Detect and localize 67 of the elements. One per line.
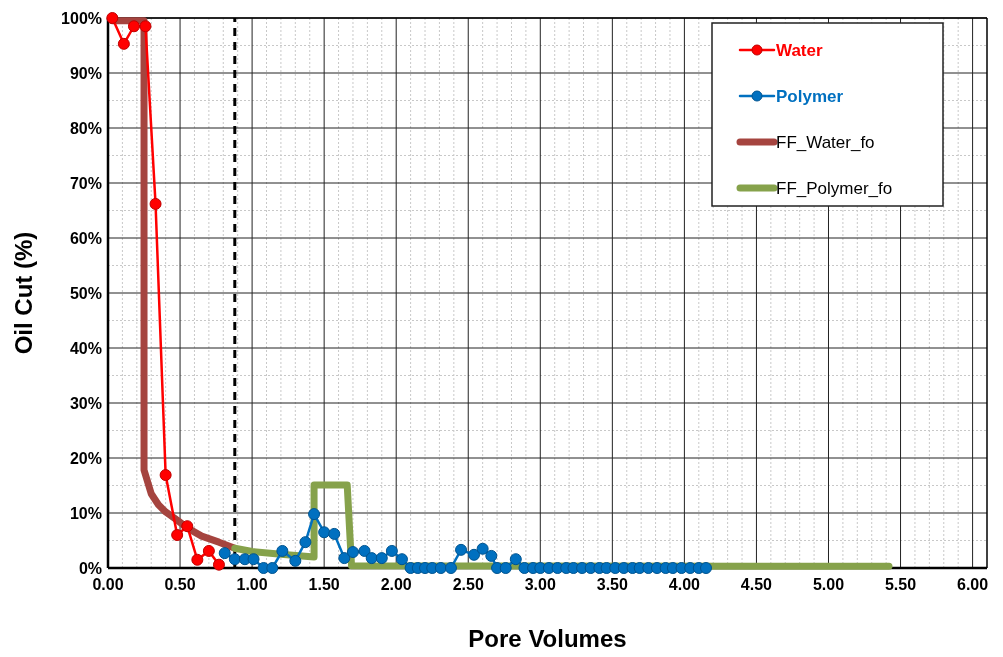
y-tick-label: 20% bbox=[69, 450, 102, 467]
point bbox=[365, 552, 378, 565]
point bbox=[247, 553, 260, 566]
x-tick-label: 2.00 bbox=[380, 576, 412, 593]
point bbox=[434, 562, 447, 574]
point bbox=[308, 508, 321, 521]
point bbox=[171, 529, 184, 541]
x-axis-title: Pore Volumes bbox=[468, 625, 627, 652]
y-axis-title: Oil Cut (%) bbox=[10, 231, 37, 355]
point bbox=[468, 548, 481, 561]
point bbox=[218, 547, 231, 560]
point bbox=[181, 520, 194, 533]
y-tick-label: 100% bbox=[61, 10, 102, 27]
legend-label: FF_Polymer_fo bbox=[776, 179, 893, 198]
point bbox=[318, 526, 331, 539]
point bbox=[499, 562, 512, 574]
point bbox=[395, 553, 408, 566]
y-tick-label: 80% bbox=[69, 120, 102, 137]
x-tick-label: 3.50 bbox=[596, 576, 629, 593]
point bbox=[385, 544, 398, 557]
legend-label: Polymer bbox=[776, 87, 844, 106]
y-tick-label: 60% bbox=[69, 230, 102, 247]
point bbox=[485, 549, 498, 562]
point bbox=[139, 20, 152, 33]
x-tick-label: 1.00 bbox=[236, 576, 268, 593]
y-tick-label: 0% bbox=[78, 560, 102, 577]
x-tick-label: 5.50 bbox=[884, 576, 917, 593]
point bbox=[159, 469, 172, 482]
point bbox=[444, 562, 457, 574]
point bbox=[455, 543, 468, 556]
x-tick-label: 5.00 bbox=[812, 576, 845, 593]
point bbox=[228, 553, 241, 566]
legend-label: FF_Water_fo bbox=[776, 133, 875, 152]
point bbox=[509, 553, 522, 566]
point bbox=[338, 552, 351, 565]
x-tick-label: 3.00 bbox=[524, 576, 556, 593]
point bbox=[117, 37, 130, 50]
point bbox=[700, 562, 713, 574]
x-tick-label: 0.50 bbox=[164, 576, 196, 593]
x-tick-label: 6.00 bbox=[957, 576, 989, 593]
x-tick-label: 0.00 bbox=[92, 576, 124, 593]
point bbox=[375, 552, 388, 565]
y-tick-label: 70% bbox=[69, 175, 102, 192]
point bbox=[299, 536, 312, 549]
point bbox=[202, 544, 215, 557]
point bbox=[149, 197, 162, 210]
x-tick-label: 4.50 bbox=[740, 576, 773, 593]
y-tick-label: 10% bbox=[69, 505, 102, 522]
y-tick-label: 30% bbox=[69, 395, 102, 412]
point bbox=[358, 544, 371, 557]
y-tick-label: 40% bbox=[69, 340, 102, 357]
point bbox=[476, 542, 489, 555]
x-tick-label: 4.00 bbox=[668, 576, 701, 593]
point bbox=[212, 558, 225, 571]
point bbox=[266, 562, 279, 574]
y-tick-label: 90% bbox=[69, 65, 102, 82]
point bbox=[127, 20, 140, 33]
point bbox=[276, 544, 289, 557]
x-tick-label: 2.50 bbox=[452, 576, 484, 593]
y-tick-label: 50% bbox=[69, 285, 102, 302]
x-tick-label: 1.50 bbox=[308, 576, 340, 593]
point bbox=[106, 12, 119, 24]
point bbox=[328, 527, 341, 540]
point bbox=[289, 554, 302, 567]
point bbox=[191, 553, 204, 566]
point bbox=[346, 546, 359, 559]
legend-label: Water bbox=[776, 41, 823, 60]
